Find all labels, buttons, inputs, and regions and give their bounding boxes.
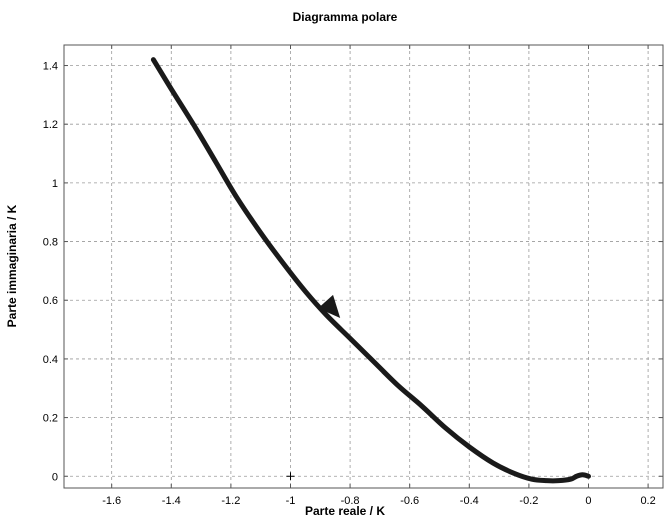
y-tick-label: 0.4 bbox=[43, 354, 58, 366]
polar-curve-line bbox=[150, 57, 591, 484]
x-tick-label: -0.2 bbox=[519, 495, 538, 507]
y-tick-label: 1.2 bbox=[43, 119, 58, 131]
chart-title: Diagramma polare bbox=[293, 10, 398, 24]
x-tick-label: -1 bbox=[286, 495, 296, 507]
grid-lines bbox=[64, 45, 663, 488]
y-tick-label: 0 bbox=[52, 471, 58, 483]
y-tick-label: 1.4 bbox=[43, 61, 58, 73]
x-axis-label: Parte reale / K bbox=[305, 504, 385, 518]
axis-ticks: -1.6 -1.4 -1.2 -1 -0.8 -0.6 -0.4 -0.2 0 0.2 0 0.2 0.… bbox=[43, 45, 663, 507]
y-tick-label: 0.6 bbox=[43, 295, 58, 307]
y-tick-label: 0.2 bbox=[43, 413, 58, 425]
y-tick-label: 1 bbox=[52, 178, 58, 190]
plot-area-frame bbox=[63, 44, 664, 489]
x-tick-label: -0.8 bbox=[341, 495, 360, 507]
x-tick-label: -0.4 bbox=[460, 495, 479, 507]
x-tick-label: 0 bbox=[585, 495, 591, 507]
data-layer bbox=[150, 57, 591, 484]
x-tick-label: -1.2 bbox=[221, 495, 240, 507]
y-tick-label: 0.8 bbox=[43, 237, 58, 249]
x-tick-label: -1.4 bbox=[162, 495, 181, 507]
x-tick-label: -1.6 bbox=[102, 495, 121, 507]
direction-arrow bbox=[318, 294, 341, 319]
x-tick-label: -0.6 bbox=[400, 495, 419, 507]
y-axis-label: Parte immaginaria / K bbox=[5, 204, 19, 327]
x-tick-label: 0.2 bbox=[640, 495, 655, 507]
